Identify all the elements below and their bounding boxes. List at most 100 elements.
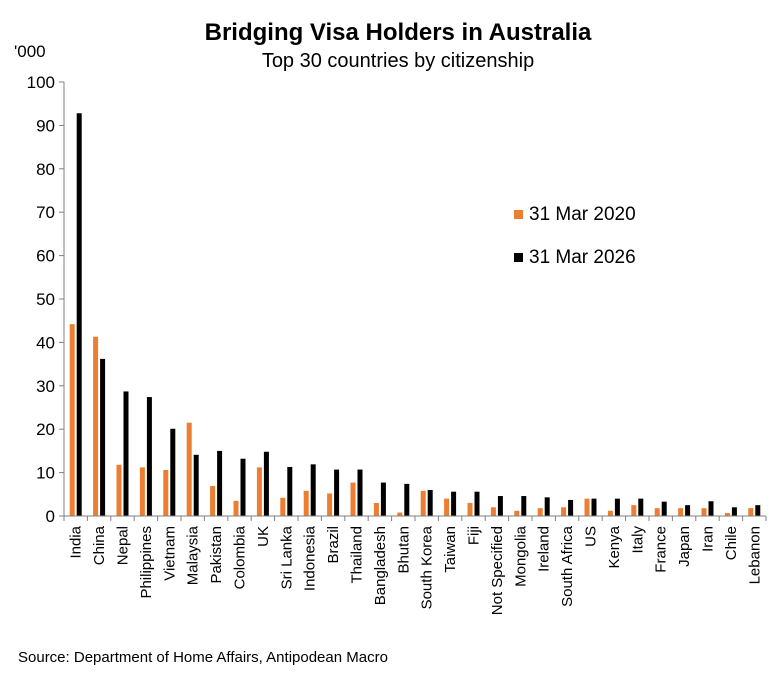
y-tick-label: 10 xyxy=(36,464,55,483)
bar-2020 xyxy=(350,482,356,516)
legend-label: 31 Mar 2026 xyxy=(529,247,636,268)
bar-2020 xyxy=(397,512,403,516)
y-tick-label: 90 xyxy=(36,116,55,135)
x-tick-label: Nepal xyxy=(115,526,132,565)
chart-title: Bridging Visa Holders in Australia xyxy=(205,19,592,46)
legend-label: 31 Mar 2020 xyxy=(529,204,636,225)
x-tick-label: China xyxy=(91,525,108,565)
y-axis-unit-label: '000 xyxy=(14,42,46,61)
x-tick-label: Colombia xyxy=(232,525,249,589)
bar-2020 xyxy=(303,490,309,516)
bar-2026 xyxy=(263,451,269,516)
x-tick-label: UK xyxy=(255,526,272,547)
x-tick-label: Fiji xyxy=(466,526,483,545)
legend-swatch xyxy=(514,253,523,262)
bar-2026 xyxy=(123,391,129,516)
x-tick-label: Thailand xyxy=(349,526,366,584)
bar-2026 xyxy=(380,482,386,516)
bar-2020 xyxy=(724,512,730,516)
x-tick-label: South Africa xyxy=(559,525,576,607)
y-tick-label: 60 xyxy=(36,247,55,266)
bar-2026 xyxy=(591,498,597,516)
bar-2026 xyxy=(614,498,620,516)
bar-2020 xyxy=(678,508,684,516)
x-tick-label: Iran xyxy=(700,526,717,552)
x-tick-label: France xyxy=(653,526,670,573)
y-tick-label: 0 xyxy=(46,507,55,526)
bar-2026 xyxy=(404,483,410,516)
bar-2020 xyxy=(748,508,754,516)
legend-swatch xyxy=(514,210,523,219)
x-tick-label: Ireland xyxy=(536,526,553,572)
bar-2020 xyxy=(584,498,590,516)
y-tick-label: 100 xyxy=(27,73,55,92)
bar-2026 xyxy=(334,469,340,516)
bar-2020 xyxy=(93,336,99,516)
bar-2026 xyxy=(497,496,503,516)
bar-2026 xyxy=(568,499,574,516)
legend: 31 Mar 2020 31 Mar 2026 xyxy=(514,204,636,268)
bar-2026 xyxy=(217,450,223,516)
bar-2020 xyxy=(69,324,75,516)
bar-2020 xyxy=(607,510,613,516)
y-tick-label: 80 xyxy=(36,160,55,179)
bar-2026 xyxy=(731,507,737,516)
bar-2026 xyxy=(310,464,316,516)
bar-2020 xyxy=(444,498,450,516)
bar-2020 xyxy=(490,507,496,516)
bar-2020 xyxy=(163,469,169,516)
bar-2026 xyxy=(638,498,644,516)
y-tick-label: 20 xyxy=(36,420,55,439)
bar-2020 xyxy=(701,508,707,516)
bar-2020 xyxy=(631,505,637,516)
bar-2026 xyxy=(544,497,550,516)
x-tick-label: Bhutan xyxy=(395,526,412,574)
x-tick-label: Taiwan xyxy=(442,526,459,573)
y-tick-label: 70 xyxy=(36,203,55,222)
bar-2026 xyxy=(521,496,527,516)
bar-2026 xyxy=(685,505,691,516)
y-tick-label: 50 xyxy=(36,290,55,309)
x-tick-label: Kenya xyxy=(606,525,623,568)
bar-2026 xyxy=(240,458,246,516)
bar-2026 xyxy=(100,358,106,516)
bar-2026 xyxy=(755,505,761,516)
x-axis: India China Nepal Philippines Vietnam Malaysi… xyxy=(63,515,767,615)
x-tick-label: Italy xyxy=(629,526,646,554)
bar-2020 xyxy=(256,467,262,516)
x-tick-label: South Korea xyxy=(419,525,436,609)
source-note: Source: Department of Home Affairs, Anti… xyxy=(18,649,388,666)
x-tick-label: Indonesia xyxy=(302,525,319,591)
bar-2020 xyxy=(327,493,333,516)
chart-subtitle: Top 30 countries by citizenship xyxy=(262,50,534,72)
bar-2020 xyxy=(654,508,660,516)
bar-2020 xyxy=(280,497,286,516)
x-tick-label: Malaysia xyxy=(185,525,202,585)
x-tick-label: Philippines xyxy=(138,526,155,599)
bar-2026 xyxy=(193,454,199,516)
bar-2020 xyxy=(420,490,426,516)
bar-2026 xyxy=(170,428,176,516)
bar-2026 xyxy=(287,466,293,516)
x-tick-label: Mongolia xyxy=(512,525,529,587)
x-tick-label: Pakistan xyxy=(208,526,225,584)
x-tick-label: Sri Lanka xyxy=(278,525,295,589)
bars xyxy=(69,113,761,517)
bar-2020 xyxy=(233,500,239,516)
bar-2026 xyxy=(146,397,152,516)
bar-2020 xyxy=(373,502,379,516)
y-axis: 0 10 20 30 40 50 60 70 80 90 100 xyxy=(27,73,65,526)
bar-2020 xyxy=(116,464,122,516)
x-tick-label: Lebanon xyxy=(746,526,763,584)
x-tick-label: India xyxy=(68,525,85,558)
y-tick-label: 40 xyxy=(36,333,55,352)
bar-2026 xyxy=(357,469,363,516)
bar-2026 xyxy=(474,491,480,516)
x-tick-label: Vietnam xyxy=(161,526,178,581)
x-tick-label: Bangladesh xyxy=(372,526,389,605)
bar-2020 xyxy=(467,502,473,516)
x-tick-label: Brazil xyxy=(325,526,342,564)
bar-2020 xyxy=(186,422,192,516)
